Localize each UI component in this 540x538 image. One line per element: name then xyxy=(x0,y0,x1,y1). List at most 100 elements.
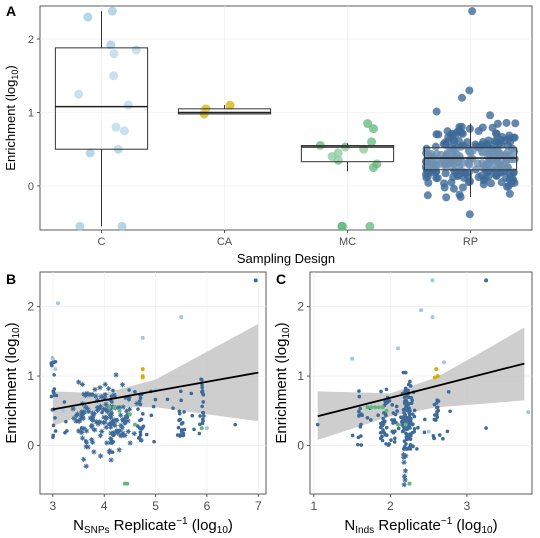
data-point-rp xyxy=(106,386,112,392)
data-point-rp xyxy=(81,409,87,415)
data-point-mc xyxy=(127,412,132,417)
data-point-rp xyxy=(182,410,186,414)
data-point-mc xyxy=(199,426,204,431)
y-tick-label: 0 xyxy=(297,438,304,452)
data-point-ca xyxy=(432,375,437,380)
data-point-rp xyxy=(107,414,114,420)
data-point-rp xyxy=(109,394,114,399)
data-point-c xyxy=(396,346,401,351)
data-point-rp xyxy=(501,136,510,145)
data-point-rp xyxy=(442,193,451,202)
data-point-rp xyxy=(486,111,495,120)
panel-a: A 0 1 2 C CA MC RP Sampling Design Enrichment… xyxy=(3,3,533,266)
data-point-rp xyxy=(84,406,91,412)
data-point-rp xyxy=(86,408,92,415)
data-point-rp xyxy=(176,425,181,430)
data-point-rp xyxy=(356,442,360,447)
data-point-rp xyxy=(108,424,114,430)
data-point-rp xyxy=(90,439,96,445)
x-tick-label: 4 xyxy=(101,499,108,513)
x-tick-label: C xyxy=(98,236,106,248)
data-point-rp xyxy=(133,389,137,394)
data-point-rp xyxy=(111,388,115,393)
data-point-rp xyxy=(402,439,407,443)
regression-line xyxy=(317,362,525,418)
data-point-c xyxy=(61,408,66,413)
panel-b: B 0 1 2 3 4 5 6 7 NSNPs Replicate−1 (log10) En… xyxy=(3,271,267,536)
data-point-rp xyxy=(123,408,130,414)
data-point-rp xyxy=(102,391,108,398)
data-point-rp xyxy=(131,430,137,437)
data-point-rp xyxy=(81,391,87,397)
data-point-rp xyxy=(182,427,186,432)
data-point-rp xyxy=(120,430,126,436)
data-point-mc xyxy=(369,405,374,410)
data-point-rp xyxy=(141,424,146,429)
box-mc xyxy=(300,145,395,163)
data-point-rp xyxy=(81,456,87,462)
data-point-rp xyxy=(80,411,86,418)
data-point-rp xyxy=(380,438,385,443)
y-tick-label: 1 xyxy=(27,369,34,383)
data-point-rp xyxy=(381,416,385,421)
data-point-rp xyxy=(201,400,206,404)
data-point-c xyxy=(75,221,85,231)
confidence-band xyxy=(317,327,525,440)
data-point-rp xyxy=(447,163,456,172)
data-point-rp xyxy=(200,385,205,390)
data-point-c xyxy=(430,278,435,283)
data-point-rp xyxy=(423,191,432,200)
data-point-rp xyxy=(199,377,204,382)
data-point-rp xyxy=(399,415,403,420)
data-point-rp xyxy=(113,372,119,378)
data-point-rp xyxy=(179,398,183,403)
x-tick-label: 2 xyxy=(387,499,394,513)
data-point-rp xyxy=(378,430,383,435)
panel-c-frame xyxy=(309,271,533,495)
data-point-mc xyxy=(125,481,130,486)
data-point-rp xyxy=(253,278,258,283)
data-point-ca xyxy=(434,367,439,372)
data-point-rp xyxy=(93,419,99,425)
data-point-ca xyxy=(225,100,235,110)
data-point-rp xyxy=(134,400,140,407)
data-point-rp xyxy=(408,432,412,436)
y-tick-label: 0 xyxy=(28,181,34,193)
panel-b-y-axis-title: Enrichment (log10) xyxy=(3,322,22,443)
data-point-c xyxy=(74,89,84,99)
data-point-rp xyxy=(365,415,370,420)
data-point-rp xyxy=(125,428,131,435)
data-point-rp xyxy=(405,427,409,432)
data-point-mc xyxy=(107,405,112,410)
data-point-rp xyxy=(383,433,388,437)
data-point-rp xyxy=(359,443,364,447)
data-point-rp xyxy=(390,403,395,407)
data-point-rp xyxy=(127,440,133,446)
data-point-rp xyxy=(412,414,417,419)
data-point-rp xyxy=(149,413,154,418)
data-point-rp xyxy=(200,404,204,409)
data-point-rp xyxy=(445,429,450,434)
data-point-rp xyxy=(458,183,467,192)
data-point-rp xyxy=(117,428,123,434)
data-point-rp xyxy=(102,395,108,401)
data-point-rp xyxy=(356,435,361,440)
data-point-rp xyxy=(97,403,104,409)
data-point-rp xyxy=(492,129,501,138)
data-point-rp xyxy=(165,397,170,402)
data-point-c xyxy=(426,429,431,434)
data-point-c xyxy=(50,356,55,361)
data-point-rp xyxy=(51,423,56,428)
data-point-rp xyxy=(359,422,363,427)
data-point-rp xyxy=(440,179,449,188)
data-point-rp xyxy=(401,454,407,461)
data-point-rp xyxy=(433,174,442,183)
data-point-rp xyxy=(437,150,446,159)
data-point-rp xyxy=(484,278,489,283)
data-point-rp xyxy=(116,447,122,453)
data-point-rp xyxy=(63,430,67,435)
data-point-rp xyxy=(384,425,389,430)
data-point-rp xyxy=(107,411,113,417)
data-point-rp xyxy=(389,438,393,442)
